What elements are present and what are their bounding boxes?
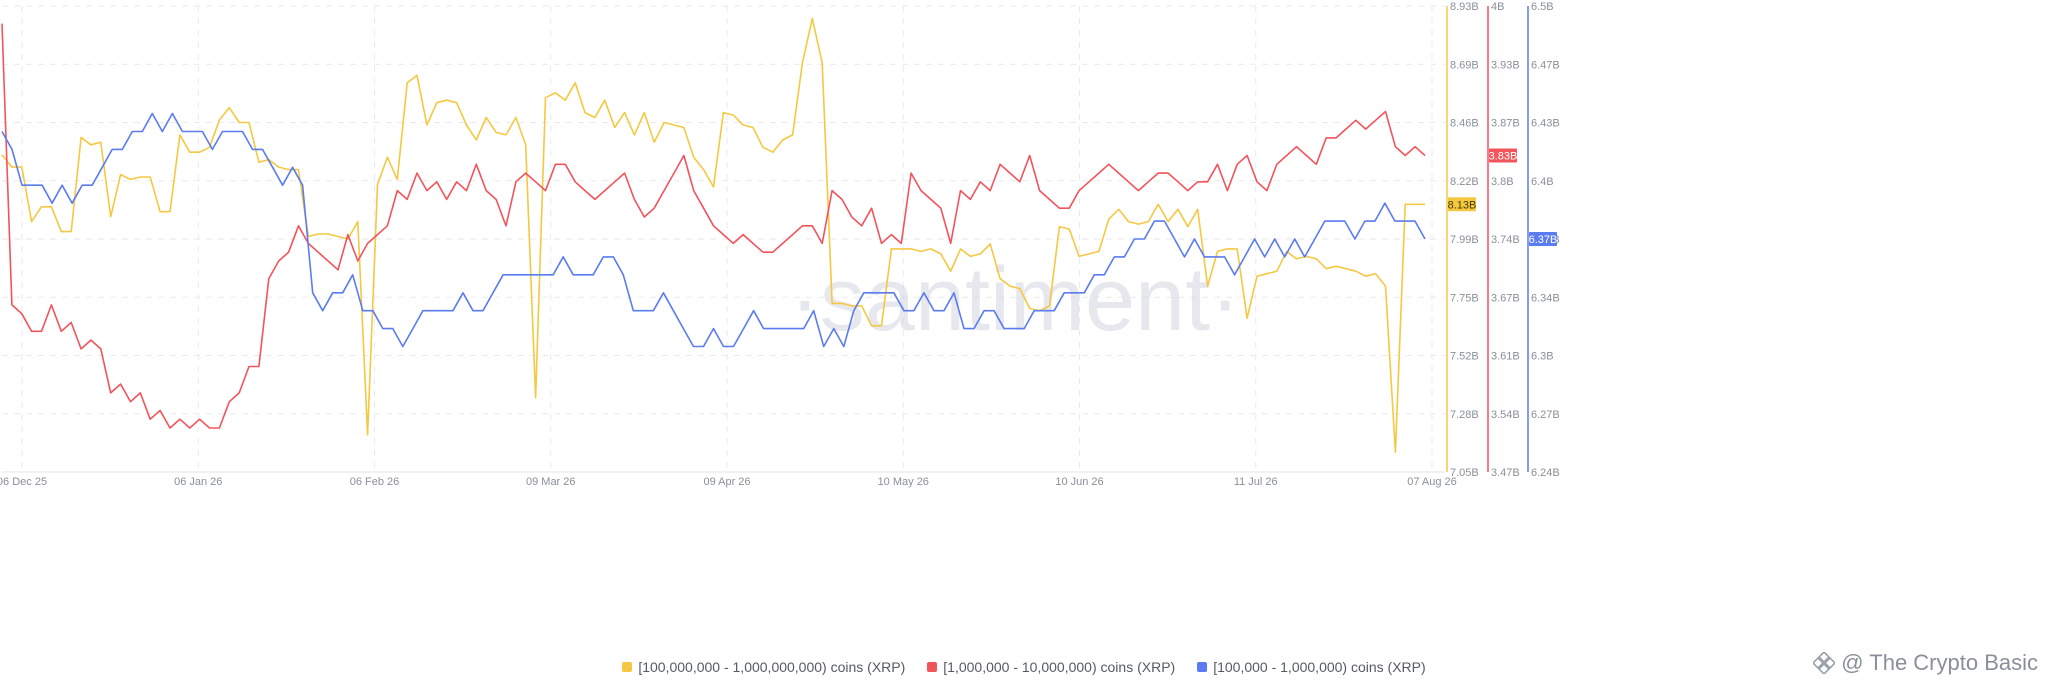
series-line xyxy=(1,23,1426,429)
y-tick-label: 6.27B xyxy=(1531,409,1560,421)
y-tick-label: 7.05B xyxy=(1450,467,1479,479)
series-layer xyxy=(1,17,1426,454)
y-tick-label: 6.24B xyxy=(1531,467,1560,479)
last-value-label: 3.83B xyxy=(1489,150,1518,162)
x-tick-label: 09 Apr 26 xyxy=(703,476,750,488)
y-tick-label: 7.99B xyxy=(1450,234,1479,246)
y-tick-label: 6.3B xyxy=(1531,351,1554,363)
x-tick-label: 09 Mar 26 xyxy=(526,476,576,488)
legend-label-yellow: [100,000,000 - 1,000,000,000) coins (XRP… xyxy=(638,659,906,675)
legend-swatch-blue xyxy=(1197,662,1208,672)
y-tick-label: 8.46B xyxy=(1450,118,1479,130)
x-tick-label: 11 Jul 26 xyxy=(1234,476,1278,488)
last-value-badge xyxy=(1489,148,1517,163)
y-tick-label: 8.69B xyxy=(1450,59,1479,71)
legend-item-yellow[interactable]: [100,000,000 - 1,000,000,000) coins (XRP… xyxy=(622,655,905,679)
y-tick-label: 3.54B xyxy=(1491,409,1520,421)
y-tick-label: 3.47B xyxy=(1491,467,1520,479)
y-tick-label: 3.67B xyxy=(1491,292,1520,304)
y-tick-label: 3.87B xyxy=(1491,118,1520,130)
y-tick-label: 3.74B xyxy=(1491,234,1520,246)
x-tick-label: 10 Jun 26 xyxy=(1055,476,1103,488)
y-tick-label: 6.43B xyxy=(1531,118,1560,130)
series-line xyxy=(1,112,1426,348)
y-tick-label: 8.22B xyxy=(1450,176,1479,188)
credit-text: @ The Crypto Basic xyxy=(1841,650,2038,675)
credit: @ The Crypto Basic xyxy=(1813,650,2038,676)
y-tick-label: 3.61B xyxy=(1491,351,1520,363)
y-tick-label: 6.34B xyxy=(1531,292,1560,304)
x-tick-label: 07 Aug 26 xyxy=(1407,476,1457,488)
y-tick-label: 3.8B xyxy=(1491,176,1514,188)
legend-item-blue[interactable]: [100,000 - 1,000,000) coins (XRP) xyxy=(1197,655,1426,679)
binance-square-icon xyxy=(1813,652,1836,674)
grid-layer xyxy=(2,5,1445,473)
last-value-badges: 8.13B 3.83B 6.37B xyxy=(1448,148,1558,246)
last-value-badge xyxy=(1529,232,1557,246)
x-tick-label: 06 Feb 26 xyxy=(350,476,400,488)
last-value-label: 6.37B xyxy=(1529,234,1558,246)
x-axis: 06 Dec 25 06 Jan 26 06 Feb 26 09 Mar 26 09 A… xyxy=(0,471,1457,488)
series-line xyxy=(1,17,1425,454)
y-tick-label: 6.4B xyxy=(1531,176,1554,188)
y-tick-label: 7.52B xyxy=(1450,351,1479,363)
y-tick-label: 6.47B xyxy=(1531,59,1560,71)
y-tick-label: 6.5B xyxy=(1531,1,1554,13)
y-tick-label: 4B xyxy=(1491,1,1504,13)
last-value-label: 8.13B xyxy=(1448,199,1477,211)
x-tick-label: 10 May 26 xyxy=(878,476,929,488)
y-tick-label: 8.93B xyxy=(1450,1,1479,13)
legend-swatch-red xyxy=(927,662,938,672)
y-tick-label: 7.75B xyxy=(1450,292,1479,304)
santiment-watermark: ·santiment· xyxy=(790,250,1240,350)
y-tick-label: 3.93B xyxy=(1491,59,1520,71)
x-tick-label: 06 Dec 25 xyxy=(0,476,47,488)
legend-label-red: [1,000,000 - 10,000,000) coins (XRP) xyxy=(943,659,1176,675)
legend: [100,000,000 - 1,000,000,000) coins (XRP… xyxy=(0,655,2048,679)
x-tick-label: 06 Jan 26 xyxy=(174,476,222,488)
legend-label-blue: [100,000 - 1,000,000) coins (XRP) xyxy=(1213,659,1426,675)
legend-swatch-yellow xyxy=(622,662,633,672)
legend-item-red[interactable]: [1,000,000 - 10,000,000) coins (XRP) xyxy=(927,655,1175,679)
y-tick-label: 7.28B xyxy=(1450,409,1479,421)
last-value-badge xyxy=(1448,197,1476,212)
